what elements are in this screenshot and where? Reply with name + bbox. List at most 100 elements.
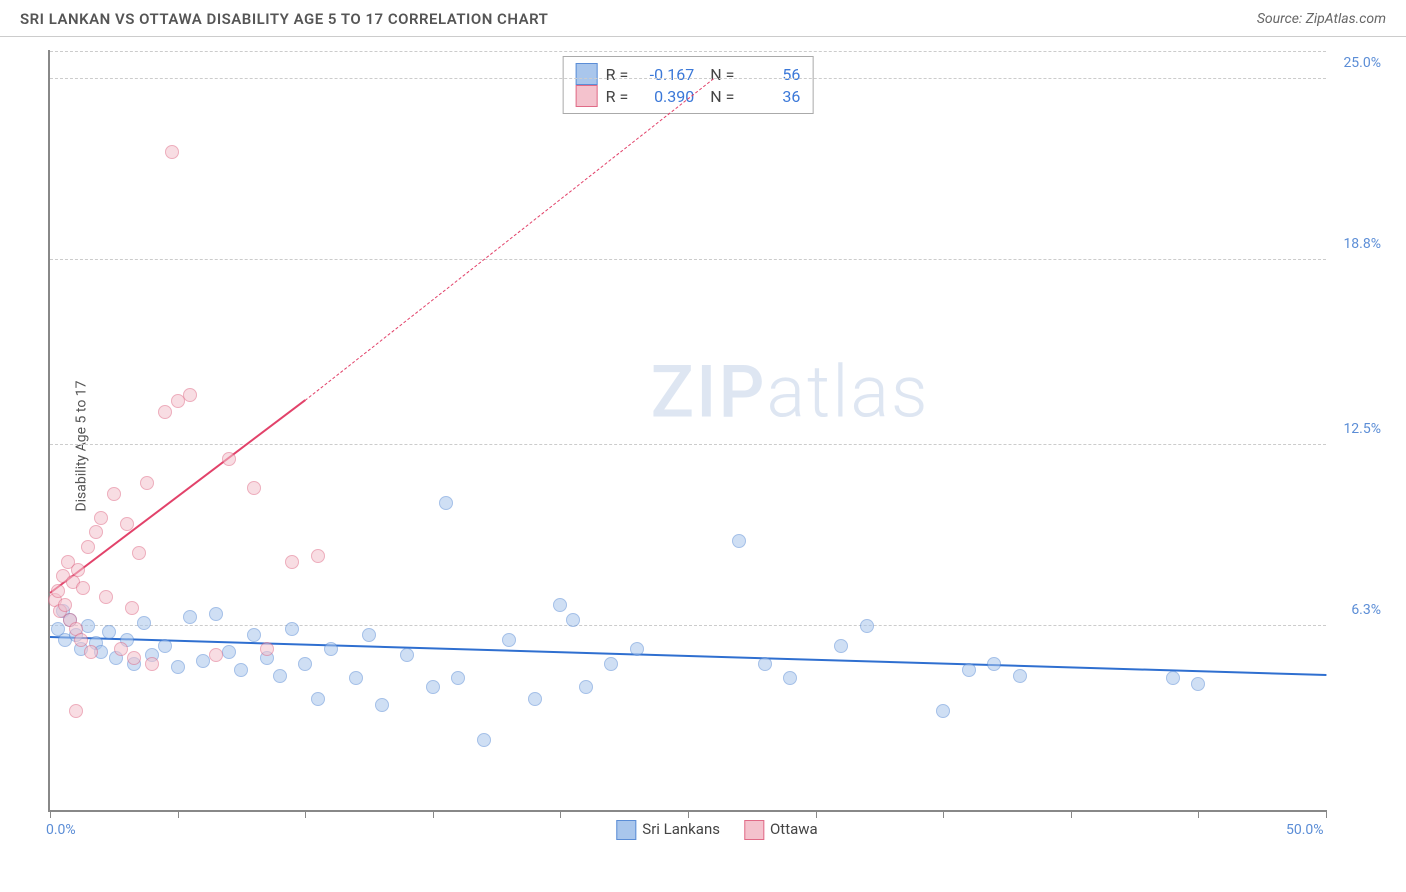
- data-point: [51, 584, 65, 598]
- x-tick: [50, 810, 51, 818]
- data-point: [579, 680, 593, 694]
- data-point: [94, 511, 108, 525]
- x-tick-label: 50.0%: [1286, 822, 1324, 838]
- chart-source: Source: ZipAtlas.com: [1257, 11, 1386, 27]
- data-point: [439, 496, 453, 510]
- watermark: ZIPatlas: [651, 350, 930, 435]
- data-point: [936, 704, 950, 718]
- gridline: [50, 625, 1326, 626]
- data-point: [1191, 677, 1205, 691]
- data-point: [783, 671, 797, 685]
- data-point: [962, 663, 976, 677]
- data-point: [102, 625, 116, 639]
- x-tick: [688, 810, 689, 818]
- data-point: [81, 619, 95, 633]
- legend-item-srilankans: Sri Lankans: [616, 820, 720, 840]
- gridline: [50, 259, 1326, 260]
- n-value-1: 56: [742, 65, 800, 84]
- watermark-atlas: atlas: [766, 350, 929, 435]
- data-point: [158, 639, 172, 653]
- data-point: [209, 607, 223, 621]
- r-value-2: 0.390: [636, 87, 694, 106]
- n-label: N =: [702, 65, 734, 84]
- trend-line: [305, 78, 714, 400]
- gridline: [50, 51, 1326, 52]
- data-point: [132, 546, 146, 560]
- data-point: [426, 680, 440, 694]
- data-point: [247, 481, 261, 495]
- swatch-srilankans: [576, 63, 598, 85]
- x-tick: [305, 810, 306, 818]
- x-tick: [1198, 810, 1199, 818]
- data-point: [183, 610, 197, 624]
- x-tick: [1071, 810, 1072, 818]
- data-point: [298, 657, 312, 671]
- gridline: [50, 444, 1326, 445]
- data-point: [69, 704, 83, 718]
- x-tick: [433, 810, 434, 818]
- data-point: [604, 657, 618, 671]
- data-point: [99, 590, 113, 604]
- stats-legend: R = -0.167 N = 56 R = 0.390 N = 36: [563, 56, 814, 114]
- data-point: [209, 648, 223, 662]
- data-point: [285, 622, 299, 636]
- x-tick: [178, 810, 179, 818]
- series-legend: Sri Lankans Ottawa: [616, 820, 817, 840]
- data-point: [58, 598, 72, 612]
- data-point: [71, 563, 85, 577]
- data-point: [758, 657, 772, 671]
- data-point: [234, 663, 248, 677]
- data-point: [84, 645, 98, 659]
- data-point: [553, 598, 567, 612]
- data-point: [1166, 671, 1180, 685]
- gridline: [50, 78, 1326, 79]
- data-point: [165, 145, 179, 159]
- y-tick-label: 12.5%: [1343, 421, 1381, 437]
- data-point: [311, 549, 325, 563]
- x-tick: [943, 810, 944, 818]
- data-point: [362, 628, 376, 642]
- y-tick-label: 6.3%: [1351, 602, 1381, 618]
- data-point: [183, 388, 197, 402]
- data-point: [502, 633, 516, 647]
- data-point: [400, 648, 414, 662]
- data-point: [158, 405, 172, 419]
- data-point: [247, 628, 261, 642]
- data-point: [630, 642, 644, 656]
- data-point: [477, 733, 491, 747]
- data-point: [273, 669, 287, 683]
- n-label: N =: [702, 87, 734, 106]
- data-point: [171, 660, 185, 674]
- data-point: [860, 619, 874, 633]
- data-point: [120, 517, 134, 531]
- data-point: [74, 633, 88, 647]
- legend-item-ottawa: Ottawa: [744, 820, 818, 840]
- data-point: [127, 651, 141, 665]
- r-value-1: -0.167: [636, 65, 694, 84]
- y-tick-label: 18.8%: [1343, 236, 1381, 252]
- data-point: [140, 476, 154, 490]
- x-tick: [1326, 810, 1327, 818]
- r-label: R =: [606, 65, 629, 84]
- data-point: [285, 555, 299, 569]
- legend-swatch-ottawa: [744, 820, 764, 840]
- chart-area: Disability Age 5 to 17 ZIPatlas R = -0.1…: [48, 50, 1386, 842]
- data-point: [114, 642, 128, 656]
- legend-label-srilankans: Sri Lankans: [642, 820, 720, 838]
- x-tick: [816, 810, 817, 818]
- chart-header: SRI LANKAN VS OTTAWA DISABILITY AGE 5 TO…: [0, 0, 1406, 37]
- r-label: R =: [606, 87, 629, 106]
- data-point: [528, 692, 542, 706]
- trend-line: [49, 399, 305, 594]
- data-point: [311, 692, 325, 706]
- data-point: [987, 657, 1001, 671]
- swatch-ottawa: [576, 85, 598, 107]
- data-point: [76, 581, 90, 595]
- chart-title: SRI LANKAN VS OTTAWA DISABILITY AGE 5 TO…: [20, 10, 548, 28]
- legend-label-ottawa: Ottawa: [770, 820, 818, 838]
- x-tick-label: 0.0%: [46, 822, 76, 838]
- data-point: [834, 639, 848, 653]
- data-point: [107, 487, 121, 501]
- stats-row-1: R = -0.167 N = 56: [576, 63, 801, 85]
- data-point: [1013, 669, 1027, 683]
